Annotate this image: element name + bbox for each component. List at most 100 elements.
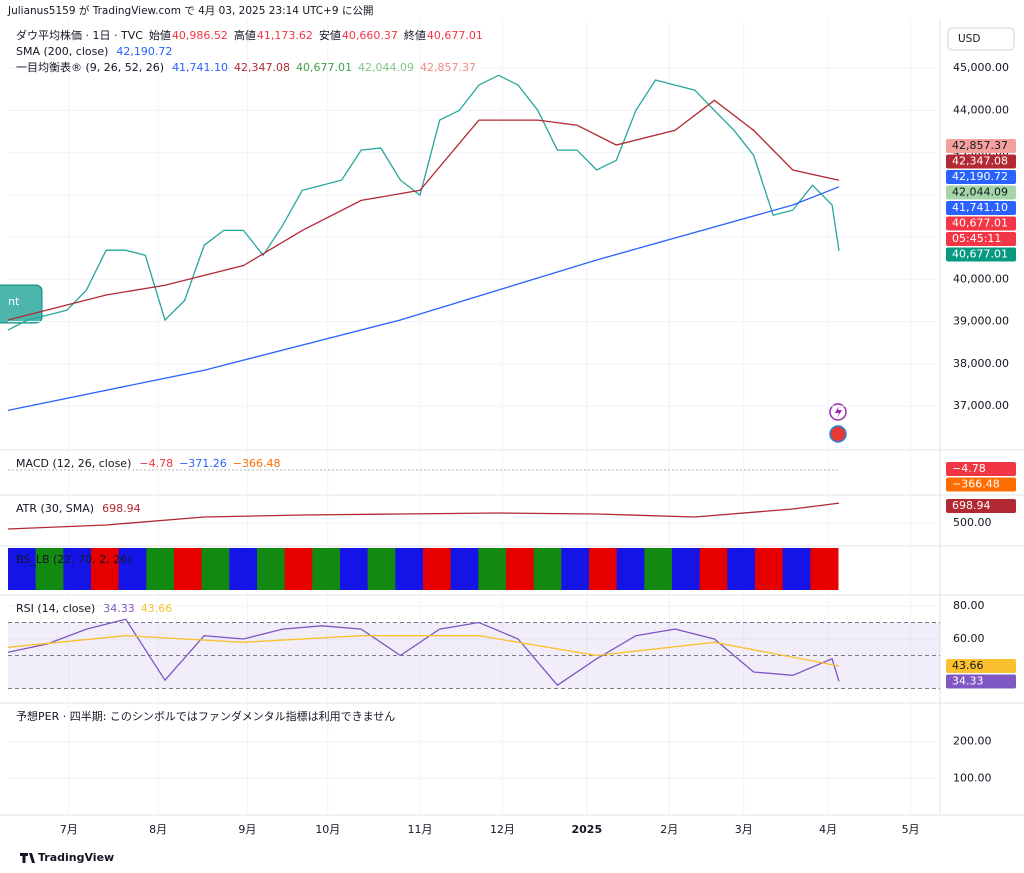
- ohlc-name: 始値: [149, 28, 171, 42]
- x-tick-label: 3月: [735, 823, 753, 836]
- ohlc-value: 40,986.52: [172, 29, 228, 42]
- x-tick-label: 10月: [315, 823, 340, 836]
- x-tick-label: 11月: [408, 823, 433, 836]
- series-line: [7, 186, 840, 412]
- state-band: [340, 548, 369, 590]
- state-band: [284, 548, 313, 590]
- price-tag-text: 43.66: [952, 659, 984, 672]
- state-band: [35, 548, 64, 590]
- price-tag-text: 42,347.08: [952, 155, 1008, 168]
- x-tick-label: 5月: [902, 823, 920, 836]
- price-tag-text: −4.78: [952, 462, 986, 475]
- legend-title: 予想PER · 四半期: このシンボルではファンダメンタル指標は利用できません: [16, 709, 395, 723]
- legend-value: 41,741.10: [172, 61, 228, 74]
- state-band: [561, 548, 590, 590]
- state-band: [367, 548, 396, 590]
- price-tag: [946, 201, 1016, 215]
- price-tag-text: 05:45:11: [952, 232, 1001, 245]
- price-tag: [946, 499, 1016, 513]
- price-tag: [946, 462, 1016, 476]
- legend-value: 42,347.08: [234, 61, 290, 74]
- y-tick-label: 39,000.00: [953, 315, 1009, 328]
- legend-value: −4.78: [139, 457, 173, 470]
- state-band: [229, 548, 258, 590]
- price-tag: [946, 247, 1016, 262]
- indicator-name: 一目均衡表® (9, 26, 52, 26): [16, 60, 164, 74]
- legend-value: 40,677.01: [296, 61, 352, 74]
- legend-value: 698.94: [102, 502, 141, 515]
- price-tag: [946, 216, 1016, 231]
- state-band: [478, 548, 507, 590]
- y-tick-label: 44,000.00: [953, 103, 1009, 116]
- y-tick-label: 200.00: [953, 735, 992, 748]
- price-tag: [946, 185, 1016, 200]
- price-tag-text: 42,857.37: [952, 139, 1008, 152]
- ohlc-name: 高値: [234, 28, 256, 42]
- y-tick-label: 500.00: [953, 516, 992, 529]
- legend-value: −366.48: [233, 457, 281, 470]
- y-tick-label: 38,000.00: [953, 357, 1009, 370]
- ohlc-name: 安値: [319, 28, 341, 42]
- price-tag: [946, 170, 1016, 184]
- ohlc-name: 終値: [404, 28, 426, 42]
- y-tick-label: 60.00: [953, 632, 985, 645]
- x-tick-label: 9月: [238, 823, 256, 836]
- price-tag-text: 34.33: [952, 675, 984, 688]
- state-band: [506, 548, 535, 590]
- price-tag: [946, 674, 1016, 689]
- price-tag-text: 698.94: [952, 499, 991, 512]
- currency-button[interactable]: [947, 27, 1015, 51]
- state-band: [672, 548, 701, 590]
- legend-title: ATR (30, SMA): [16, 502, 94, 515]
- indicator-name: SMA (200, close): [16, 45, 108, 58]
- legend-value: 42,190.72: [116, 45, 172, 58]
- event-icon-bolt: [835, 406, 842, 418]
- x-tick-label: 7月: [60, 823, 78, 836]
- state-band: [782, 548, 811, 590]
- legend-value: 42,044.09: [358, 61, 414, 74]
- state-band: [533, 548, 562, 590]
- ohlc-value: 41,173.62: [257, 29, 313, 42]
- state-band: [174, 548, 203, 590]
- state-band: [616, 548, 645, 590]
- legend-value: −371.26: [179, 457, 227, 470]
- price-tag: [946, 477, 1016, 492]
- state-band: [755, 548, 784, 590]
- state-band: [201, 548, 230, 590]
- x-tick-label: 12月: [490, 823, 515, 836]
- state-band: [257, 548, 286, 590]
- y-tick-label: 80.00: [953, 599, 985, 612]
- legend-title: BS_LB (22, 70, 2, 26): [16, 553, 132, 566]
- state-band: [644, 548, 673, 590]
- state-band: [589, 548, 618, 590]
- series-line: [7, 74, 840, 331]
- currency[interactable]: USD: [958, 33, 980, 45]
- state-band: [727, 548, 756, 590]
- badge-text: nt: [8, 295, 20, 308]
- price-tag-text: 42,190.72: [952, 170, 1008, 183]
- flag-icon[interactable]: [829, 425, 847, 443]
- price-tag: [946, 154, 1016, 169]
- x-tick-label: 8月: [149, 823, 167, 836]
- y-tick-label: 100.00: [953, 771, 992, 784]
- series-line: [7, 635, 840, 667]
- x-tick-label: 2025: [572, 823, 603, 836]
- price-tag: [946, 232, 1016, 246]
- ohlc-value: 40,660.37: [342, 29, 398, 42]
- brand: TradingView: [38, 851, 114, 864]
- price-tag-text: −366.48: [952, 478, 1000, 491]
- state-band: [8, 548, 37, 590]
- state-band: [699, 548, 728, 590]
- y-tick-label: 40,000.00: [953, 272, 1009, 285]
- price-tag: [946, 139, 1016, 153]
- ohlc-value: 40,677.01: [427, 29, 483, 42]
- state-band: [450, 548, 479, 590]
- legend-value: 43.66: [141, 602, 173, 615]
- state-band: [63, 548, 92, 590]
- price-tag-text: 40,677.01: [952, 248, 1008, 261]
- series-line: [7, 99, 840, 321]
- legend-title: ダウ平均株価 · 1日 · TVC: [16, 28, 143, 42]
- price-tag-text: 42,044.09: [952, 186, 1008, 199]
